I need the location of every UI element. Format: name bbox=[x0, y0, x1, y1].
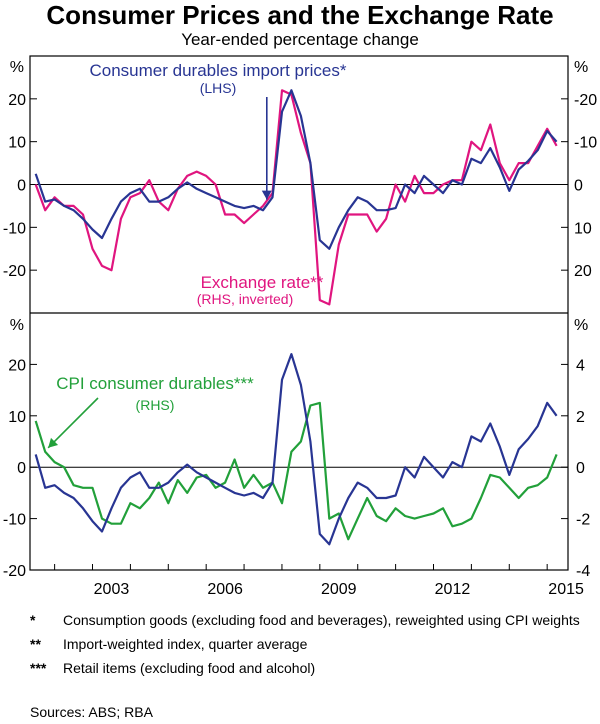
footnote-mark: * bbox=[30, 612, 36, 628]
top-right-unit: % bbox=[574, 59, 588, 76]
x-tick-label: 2009 bbox=[321, 581, 357, 598]
top-left-tick-label: -10 bbox=[3, 220, 26, 237]
sources: Sources: ABS; RBA bbox=[30, 704, 153, 720]
x-tick-label: 2006 bbox=[207, 581, 243, 598]
top-right-tick-label: 10 bbox=[574, 220, 592, 237]
bottom-right-tick-label: -4 bbox=[576, 563, 590, 580]
x-tick-label: 2015 bbox=[548, 581, 584, 598]
bottom-left-tick-label: -20 bbox=[3, 563, 26, 580]
bottom-left-tick-label: 0 bbox=[17, 460, 26, 477]
bottom-left-tick-label: 10 bbox=[8, 409, 26, 426]
exchange-rate-line bbox=[34, 89, 558, 306]
bottom-left-tick-label: 20 bbox=[8, 357, 26, 374]
import-prices-arrow-head bbox=[261, 190, 272, 200]
top-left-tick-label: 0 bbox=[17, 178, 26, 195]
bottom-right-tick-label: -2 bbox=[576, 512, 590, 529]
footnote-text: Retail items (excluding food and alcohol… bbox=[63, 660, 316, 676]
chart-title: Consumer Prices and the Exchange Rate bbox=[46, 0, 554, 30]
footnotes: * Consumption goods (excluding food and … bbox=[30, 612, 590, 684]
chart-subtitle: Year-ended percentage change bbox=[181, 30, 419, 49]
bottom-right-tick-label: 4 bbox=[576, 357, 585, 374]
top-left-tick-label: -20 bbox=[3, 263, 26, 280]
top-right-tick-label: 0 bbox=[574, 178, 583, 195]
bottom-left-unit: % bbox=[10, 317, 24, 334]
footnote: * Consumption goods (excluding food and … bbox=[30, 612, 590, 629]
cpi-durables-arrow-head bbox=[48, 437, 59, 448]
bottom-right-unit: % bbox=[574, 317, 588, 334]
footnote-mark: *** bbox=[30, 660, 47, 676]
footnote: ** Import-weighted index, quarter averag… bbox=[30, 636, 590, 653]
cpi-durables-label: CPI consumer durables*** bbox=[56, 374, 254, 393]
exchange-rate-label: Exchange rate** bbox=[201, 273, 324, 292]
x-tick-label: 2003 bbox=[94, 581, 130, 598]
import-prices-line bbox=[34, 89, 558, 250]
footnote-mark: ** bbox=[30, 636, 41, 652]
bottom-right-tick-label: 2 bbox=[576, 409, 585, 426]
footnote-text: Import-weighted index, quarter average bbox=[63, 636, 308, 652]
import-prices-sub-label: (LHS) bbox=[200, 80, 237, 96]
x-tick-label: 2012 bbox=[435, 581, 471, 598]
top-right-tick-label: -20 bbox=[574, 92, 597, 109]
top-left-unit: % bbox=[10, 59, 24, 76]
import-prices-label: Consumer durables import prices* bbox=[90, 61, 347, 80]
top-left-tick-label: 10 bbox=[8, 135, 26, 152]
cpi-durables-arrow-shaft bbox=[47, 397, 99, 449]
top-left-tick-label: 20 bbox=[8, 92, 26, 109]
top-right-tick-label: 20 bbox=[574, 263, 592, 280]
bottom-import-prices-line bbox=[34, 353, 558, 546]
cpi-durables-line bbox=[34, 401, 558, 541]
footnote: *** Retail items (excluding food and alc… bbox=[30, 660, 590, 677]
bottom-left-tick-label: -10 bbox=[3, 512, 26, 529]
cpi-durables-sub-label: (RHS) bbox=[136, 397, 175, 413]
bottom-right-tick-label: 0 bbox=[576, 460, 585, 477]
exchange-rate-sub-label: (RHS, inverted) bbox=[197, 291, 293, 307]
top-right-tick-label: -10 bbox=[574, 135, 597, 152]
footnote-text: Consumption goods (excluding food and be… bbox=[63, 612, 580, 628]
